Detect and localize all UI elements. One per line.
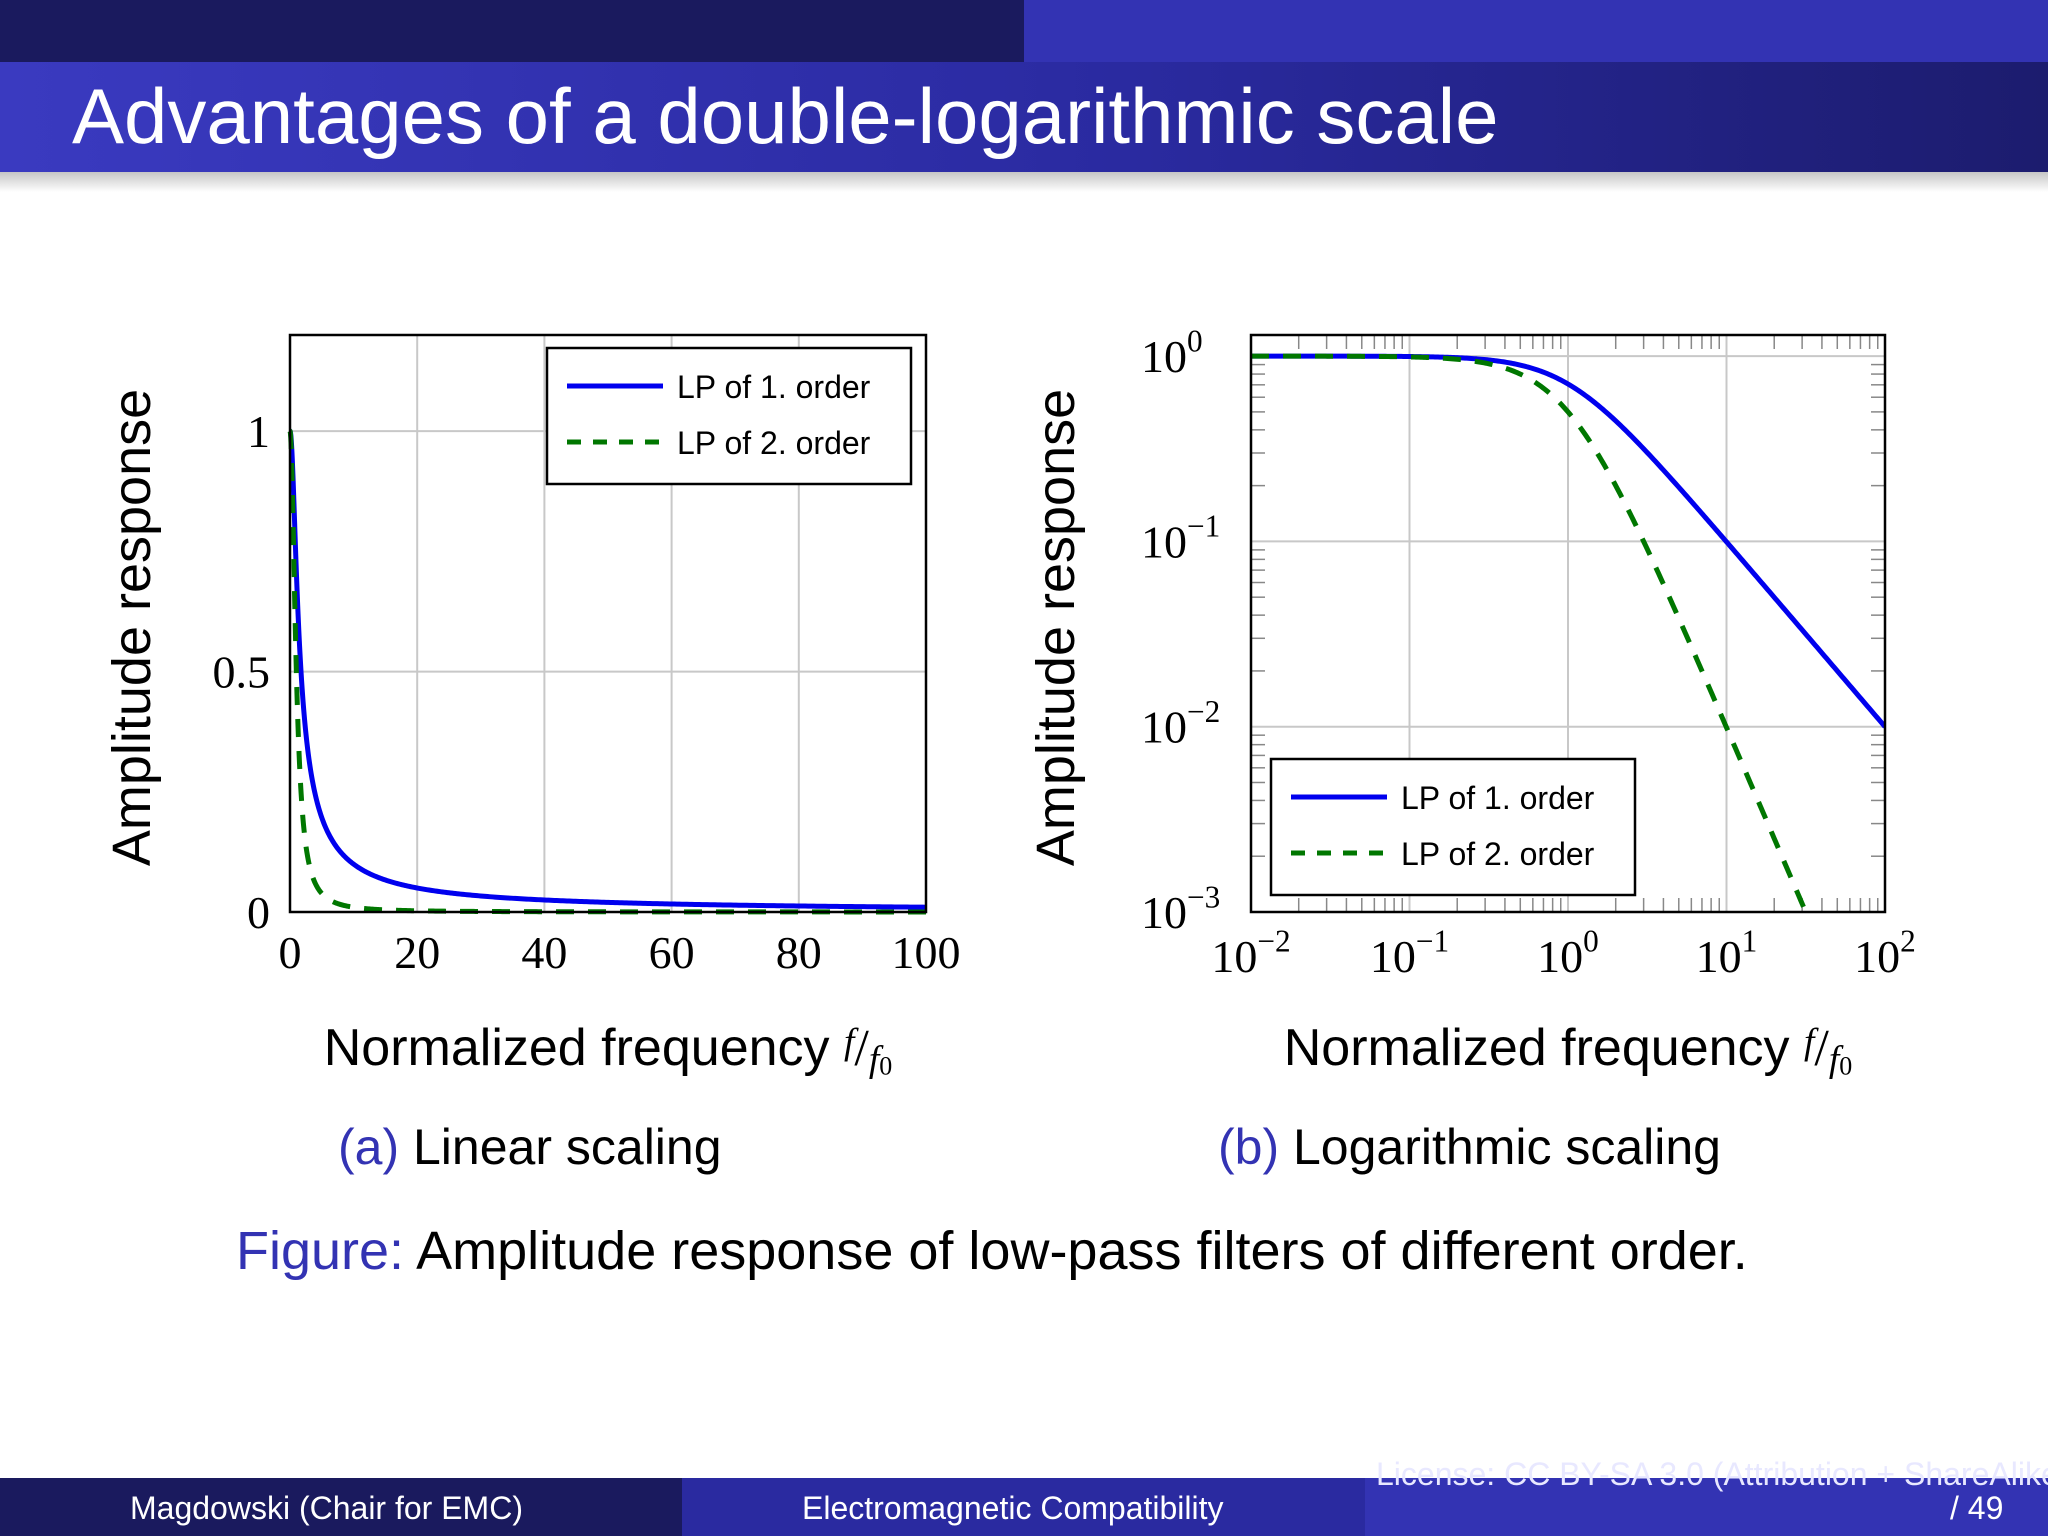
title-shadow bbox=[0, 172, 2048, 192]
chart-a-xtick-label: 0 bbox=[279, 927, 302, 978]
subcaption-a-text: Linear scaling bbox=[399, 1119, 722, 1175]
header-top-strip-left bbox=[0, 0, 1024, 62]
footer-license: License: CC BY-SA 3.0 (Attribution + Sha… bbox=[1376, 1456, 2048, 1492]
chart-a-legend-label: LP of 2. order bbox=[677, 425, 871, 461]
subcaption-b: (b) Logarithmic scaling bbox=[1218, 1118, 1721, 1176]
chart-a-ytick-label: 0 bbox=[247, 887, 270, 938]
chart-a-xtick-label: 100 bbox=[892, 927, 961, 978]
slide-title: Advantages of a double-logarithmic scale bbox=[72, 72, 1499, 160]
figure-caption: Figure: Amplitude response of low-pass f… bbox=[236, 1220, 1748, 1282]
chart-a-legend-label: LP of 1. order bbox=[677, 369, 871, 405]
footer-page: / 49 bbox=[1950, 1490, 2004, 1526]
subcaption-b-label: (b) bbox=[1218, 1119, 1280, 1175]
chart-b-ylabel: Amplitude response bbox=[1026, 389, 1086, 866]
subcaption-a-label: (a) bbox=[338, 1119, 400, 1175]
chart-b-ytick-label: 10−2 bbox=[1141, 694, 1220, 753]
chart-b-xtick-label: 102 bbox=[1854, 923, 1916, 982]
chart-b-xtick-label: 10−2 bbox=[1211, 923, 1290, 982]
chart-b-ytick-label: 100 bbox=[1141, 323, 1203, 382]
chart-b-legend-label: LP of 2. order bbox=[1401, 836, 1595, 872]
footer-right-panel bbox=[1365, 1478, 2048, 1536]
chart-a-frame bbox=[288, 333, 928, 914]
chart-a-ytick-label: 0.5 bbox=[213, 647, 271, 698]
chart-a-legend bbox=[545, 346, 913, 486]
footer-left-panel bbox=[0, 1478, 682, 1536]
chart-b-frame bbox=[1249, 333, 1887, 914]
chart-a-xtick-label: 20 bbox=[394, 927, 440, 978]
subcaption-a: (a) Linear scaling bbox=[338, 1118, 722, 1176]
chart-b-ytick-label: 10−3 bbox=[1141, 879, 1220, 938]
footer-course: Electromagnetic Compatibility bbox=[802, 1490, 1224, 1526]
header-top-strip-right bbox=[1024, 0, 2048, 62]
chart-b-xtick-label: 101 bbox=[1696, 923, 1758, 982]
footer-middle-panel bbox=[682, 1478, 1365, 1536]
chart-b-legend bbox=[1269, 757, 1637, 897]
figure-caption-text: Amplitude response of low-pass filters o… bbox=[404, 1221, 1748, 1281]
chart-b-xtick-label: 100 bbox=[1537, 923, 1599, 982]
subcaption-b-text: Logarithmic scaling bbox=[1279, 1119, 1721, 1175]
chart-b-legend-label: LP of 1. order bbox=[1401, 780, 1595, 816]
chart-b-xtick-label: 10−1 bbox=[1370, 923, 1449, 982]
chart-b-xlabel: Normalized frequency f/f0 bbox=[1284, 1019, 1853, 1080]
chart-a-xtick-label: 40 bbox=[521, 927, 567, 978]
chart-b-series-line-2 bbox=[1251, 353, 1809, 912]
chart-b-ytick-label: 10−1 bbox=[1141, 509, 1220, 568]
header-top-strip bbox=[0, 0, 2048, 62]
footer-author: Magdowski (Chair for EMC) bbox=[130, 1490, 523, 1526]
title-bar bbox=[0, 62, 2048, 172]
chart-a-series-line-1 bbox=[287, 428, 927, 910]
footer: Magdowski (Chair for EMC) Electromagneti… bbox=[0, 1456, 2048, 1536]
chart-a-xtick-label: 60 bbox=[649, 927, 695, 978]
chart-a-xlabel: Normalized frequency f/f0 bbox=[324, 1019, 893, 1080]
figure-caption-label: Figure: bbox=[236, 1221, 405, 1281]
chart-a-ytick-label: 1 bbox=[247, 406, 270, 457]
chart-a-xtick-label: 80 bbox=[776, 927, 822, 978]
chart-a-ylabel: Amplitude response bbox=[102, 389, 162, 866]
